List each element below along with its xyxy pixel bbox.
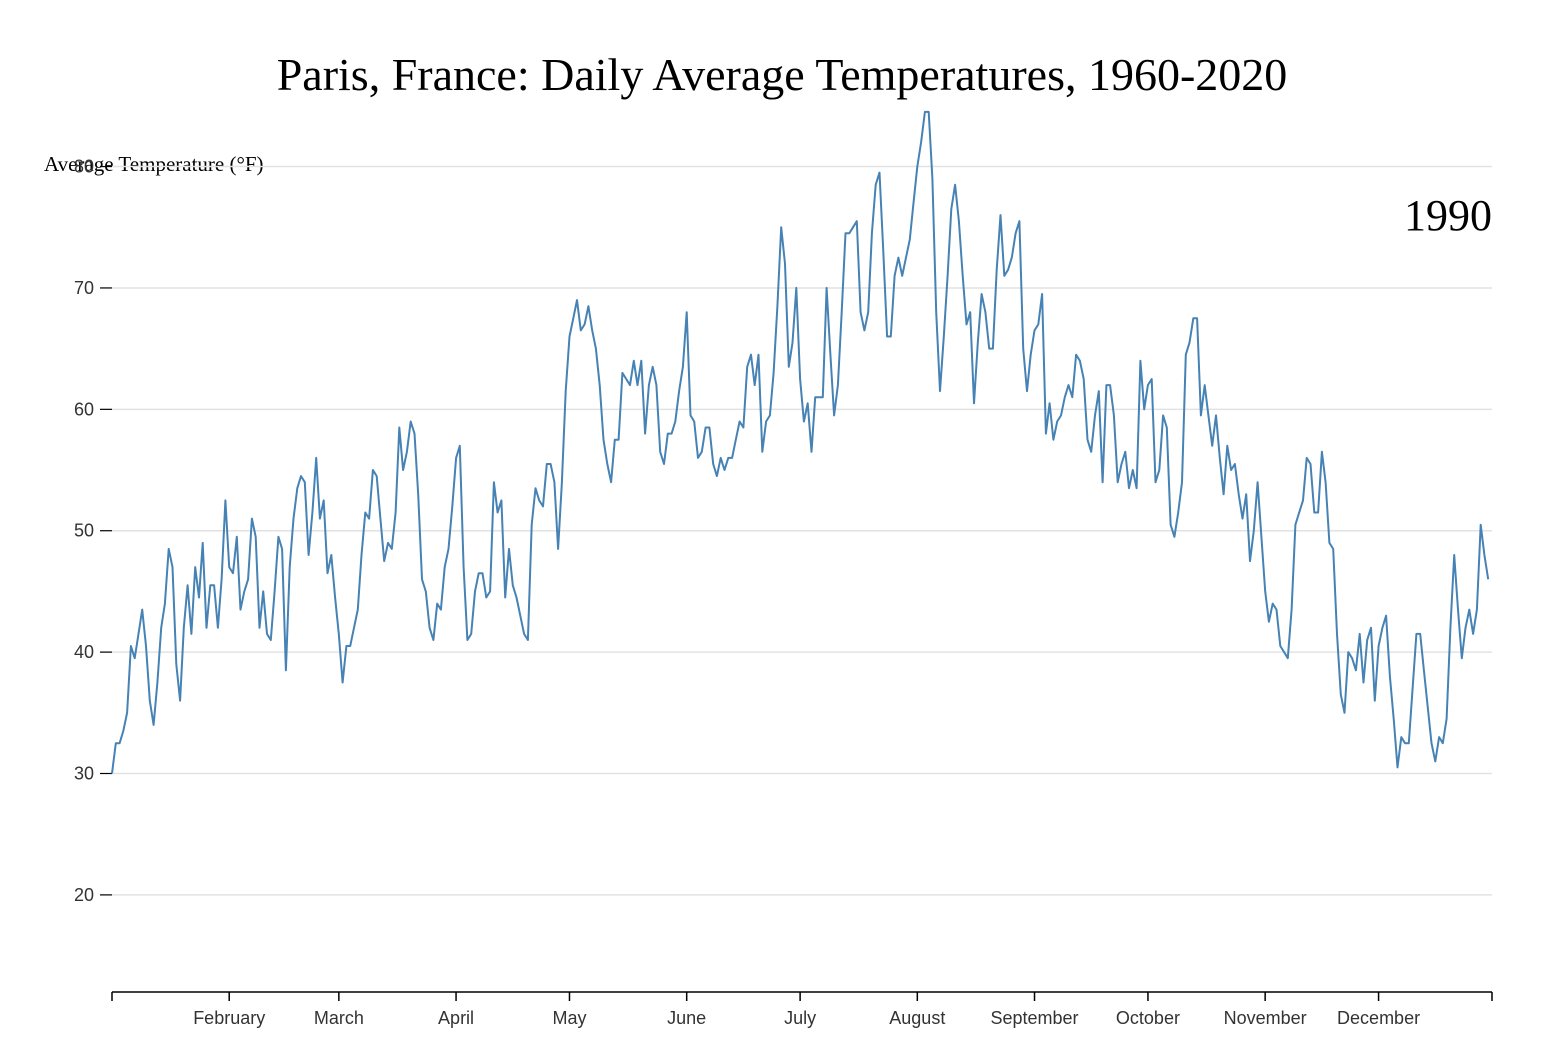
y-tick-label-80: 80: [74, 157, 94, 177]
x-tick-label-september: September: [990, 1008, 1078, 1028]
x-tick-label-february: February: [193, 1008, 265, 1028]
x-tick-label-october: October: [1116, 1008, 1180, 1028]
grid-lines: [112, 165, 1492, 896]
x-tick-label-june: June: [667, 1008, 706, 1028]
year-annotation: 1990: [1404, 191, 1492, 240]
x-tick-label-april: April: [438, 1008, 474, 1028]
x-tick-label-december: December: [1337, 1008, 1420, 1028]
series-line-0: [111, 110, 1490, 774]
y-axis: 20 30 40 50 60 70 80: [74, 157, 112, 905]
y-tick-label-50: 50: [74, 521, 94, 541]
series-group: [111, 110, 1490, 774]
x-axis: February March April May June July August Septe…: [111, 991, 1493, 1028]
y-tick-label-60: 60: [74, 399, 94, 419]
y-tick-label-20: 20: [74, 885, 94, 905]
x-tick-label-may: May: [552, 1008, 586, 1028]
y-axis-label: Average Temperature (°F): [44, 152, 264, 176]
y-tick-label-40: 40: [74, 642, 94, 662]
chart-title: Paris, France: Daily Average Temperature…: [276, 49, 1288, 100]
y-tick-label-30: 30: [74, 764, 94, 784]
x-tick-label-march: March: [314, 1008, 364, 1028]
x-tick-label-august: August: [889, 1008, 945, 1028]
x-tick-label-july: July: [784, 1008, 816, 1028]
x-tick-label-november: November: [1224, 1008, 1307, 1028]
y-tick-label-70: 70: [74, 278, 94, 298]
